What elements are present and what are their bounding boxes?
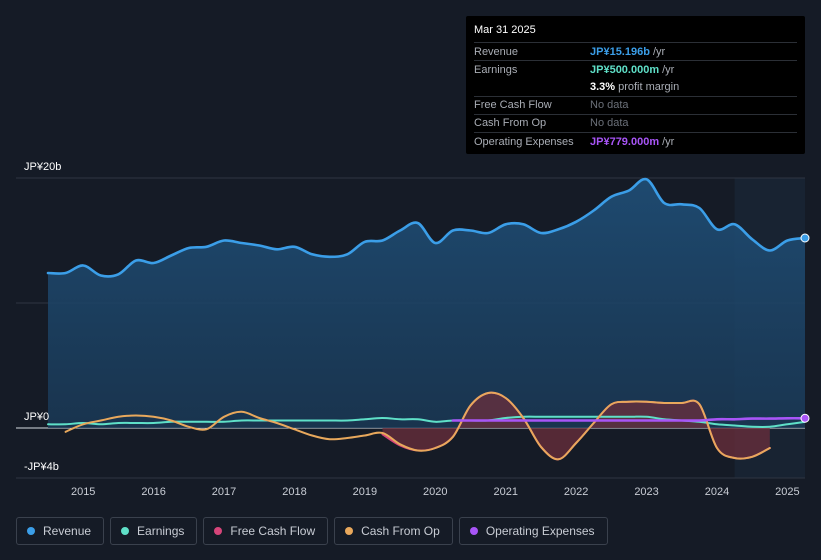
legend-item-free-cash-flow[interactable]: Free Cash Flow [203,517,329,545]
legend-label: Free Cash Flow [230,524,316,538]
tooltip-value: No data [590,99,629,112]
legend-dot-icon [214,527,223,535]
tooltip-value: JP¥779.000m [590,135,660,148]
tooltip-value: No data [590,117,629,130]
tooltip-unit: /yr [652,45,666,58]
tooltip-row-free-cash-flow: Free Cash Flow No data [474,95,797,114]
x-tick-label: 2021 [493,486,517,498]
x-tick-label: 2022 [564,486,588,498]
tooltip-value: JP¥500.000m [590,63,660,76]
operating-expenses-points [452,418,806,421]
revenue-end-marker [800,233,810,243]
cash-from-op-points [65,392,770,460]
tooltip-panel: Mar 31 2025 Revenue JP¥15.196b /yr Earni… [466,16,805,154]
y-tick-label: JP¥0 [24,411,49,423]
tooltip-date: Mar 31 2025 [474,24,536,36]
operating-expenses-end-marker [800,413,810,423]
tooltip-unit: profit margin [618,80,680,93]
x-tick-label: 2016 [141,486,165,498]
revenue-points [47,179,806,276]
tooltip-label: Operating Expenses [474,135,574,148]
y-tick-label: JP¥20b [24,161,61,173]
x-tick-label: 2015 [71,486,95,498]
x-tick-label: 2019 [353,486,377,498]
x-tick-label: 2025 [775,486,799,498]
tooltip-label: Earnings [474,63,518,76]
x-tick-label: 2018 [282,486,306,498]
tooltip-label: Cash From Op [474,117,547,130]
tooltip-label: Free Cash Flow [474,99,552,112]
legend: Revenue Earnings Free Cash Flow Cash Fro… [16,517,608,545]
series-endpoints [47,179,810,460]
x-tick-label: 2024 [705,486,729,498]
tooltip-value: 3.3% [590,80,616,93]
revenue-line [46,177,807,278]
tooltip-row-earnings: Earnings JP¥500.000m /yr [474,60,797,78]
x-tick-label: 2020 [423,486,447,498]
legend-item-earnings[interactable]: Earnings [110,517,198,545]
x-tick-label: 2023 [634,486,658,498]
legend-label: Cash From Op [361,524,440,538]
y-axis-labels: JP¥20b JP¥0 -JP¥4b [24,161,61,473]
tooltip-row-operating-expenses: Operating Expenses JP¥779.000m /yr [474,131,797,150]
x-tick-label: 2017 [212,486,236,498]
legend-dot-icon [345,527,354,535]
legend-dot-icon [27,527,35,535]
revenue-area [48,179,805,428]
legend-label: Revenue [43,524,92,538]
legend-dot-icon [469,527,478,535]
legend-item-operating-expenses[interactable]: Operating Expenses [458,517,608,545]
legend-item-cash-from-op[interactable]: Cash From Op [334,517,453,545]
tooltip-label: Revenue [474,45,519,58]
legend-dot-icon [121,527,130,535]
tooltip-row-profit-margin: 3.3% profit margin [474,78,797,95]
legend-item-revenue[interactable]: Revenue [16,517,105,545]
legend-label: Operating Expenses [485,524,595,538]
x-axis-labels: 2015 2016 2017 2018 2019 2020 2021 2022 2023 2024… [71,486,800,498]
tooltip-row-revenue: Revenue JP¥15.196b /yr [474,42,797,60]
y-tick-label: -JP¥4b [24,461,59,473]
legend-label: Earnings [137,524,185,538]
tooltip-unit: /yr [662,135,675,148]
series-areas [48,179,805,460]
tooltip-row-cash-from-op: Cash From Op No data [474,113,797,132]
free-cash-flow-area [382,392,770,460]
tooltip-unit: /yr [662,63,675,76]
tooltip-value: JP¥15.196b [590,45,650,58]
